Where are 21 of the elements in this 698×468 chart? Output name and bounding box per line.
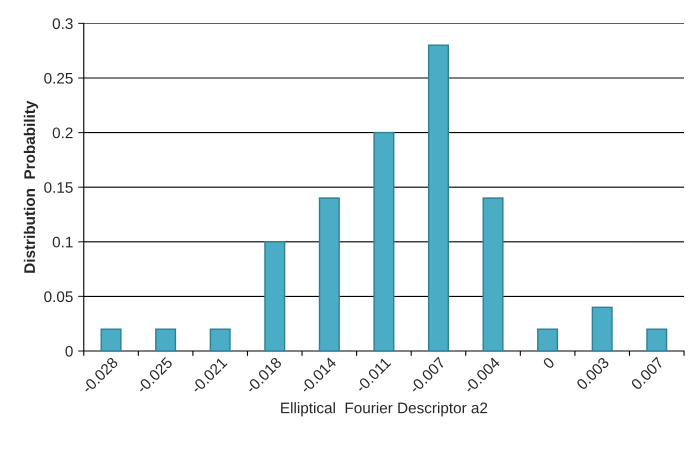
bar <box>482 197 504 351</box>
y-tick-label: 0.3 <box>52 18 73 30</box>
y-tick-label: 0 <box>65 346 73 357</box>
y-tick-label: 0.25 <box>44 72 73 84</box>
y-axis-title: Distribution Probability <box>24 100 38 273</box>
y-tick-label: 0.2 <box>52 127 73 138</box>
bar <box>264 241 286 351</box>
bar <box>592 306 613 351</box>
y-tick-label: 0.1 <box>52 236 73 248</box>
bar <box>210 328 231 351</box>
bar <box>100 328 122 351</box>
bar <box>646 328 668 351</box>
y-tick-label: 0.15 <box>44 182 73 193</box>
x-tick-label: 0 <box>542 356 556 370</box>
bar <box>373 132 394 351</box>
y-tick-label: 0.05 <box>44 291 73 302</box>
bar <box>318 197 340 351</box>
bar <box>537 328 558 351</box>
bar <box>428 44 449 351</box>
bar <box>155 328 176 351</box>
x-axis-title: Elliptical Fourier Descriptor a2 <box>281 402 488 416</box>
